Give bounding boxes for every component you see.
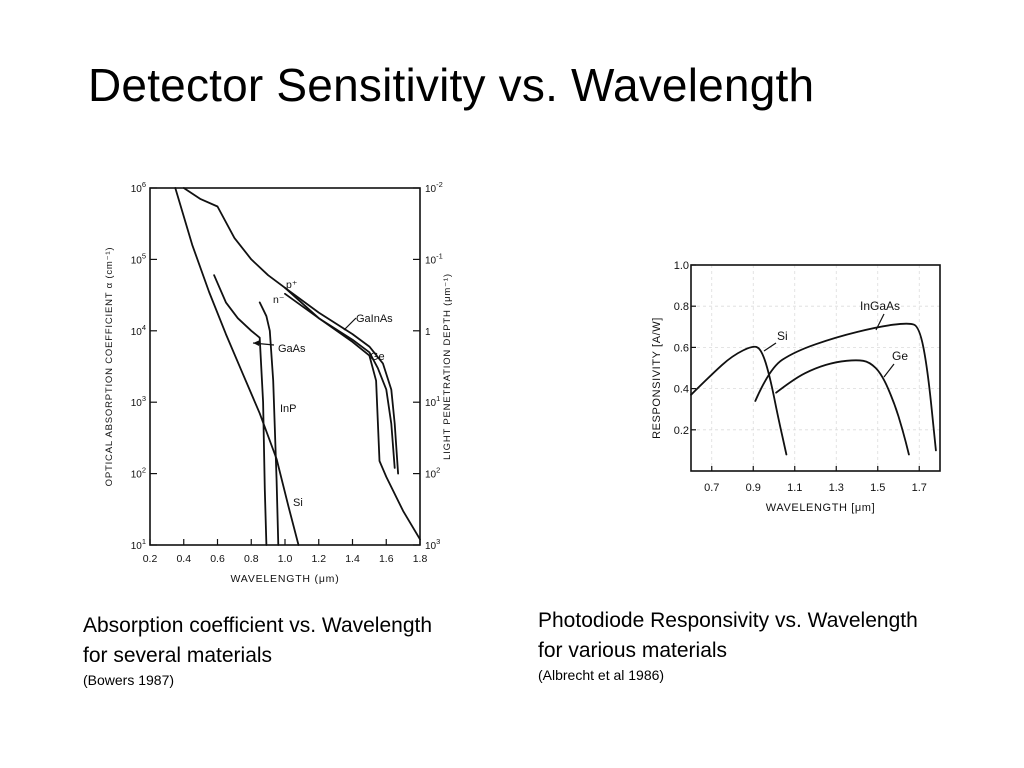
absorption-x-tick-label-0-4: 0.4 [176,553,191,565]
responsivity-label-pointer-ge [883,363,895,378]
absorption-series-line-gaas [213,274,268,546]
absorption-y-tick-label-4: 104 [131,323,146,338]
responsivity-series-label-ingaas: InGaAs [860,299,900,313]
caption-responsivity: Photodiode Responsivity vs. Wavelength f… [538,606,918,684]
caption-responsivity-source: (Albrecht et al 1986) [538,667,665,683]
responsivity-x-tick-label-1-1: 1.1 [787,482,802,494]
absorption-x-tick-label-0-2: 0.2 [143,553,158,565]
caption-absorption-source: (Bowers 1987) [83,672,175,688]
absorption-y2-tick-label-1: 1 [425,327,431,338]
absorption-y2-tick-label-101: 101 [425,394,440,409]
absorption-x-tick-label-0-8: 0.8 [244,553,259,565]
responsivity-series-label-ge: Ge [892,349,908,363]
responsivity-x-tick-label-1-5: 1.5 [870,482,885,494]
absorption-series-line-inp [258,301,280,546]
absorption-chart: 0.2 0.4 0.6 0.8 1.0 1.2 1.4 1.6 1.8 101 102 103 104 1… [98,172,460,592]
absorption-x-tick-label-1-6: 1.6 [379,553,394,565]
responsivity-x-tick-label-0-7: 0.7 [704,482,719,494]
absorption-y-axis-label: OPTICAL ABSORPTION COEFFICIENT α (cm⁻¹) [104,247,115,487]
responsivity-label-pointer-ingaas [875,313,885,331]
absorption-x-tick-label-1-8: 1.8 [413,553,428,565]
absorption-gaas-pointer-head [253,340,260,346]
absorption-y2-tick-label-102: 102 [425,466,440,481]
caption-absorption-line2: for several materials [83,644,273,667]
absorption-chart-svg: 0.2 0.4 0.6 0.8 1.0 1.2 1.4 1.6 1.8 101 102 103 104 1… [104,180,453,585]
absorption-series-line-si [174,187,300,546]
absorption-x-tick-label-1-2: 1.2 [311,553,326,565]
responsivity-y-tick-label-0-2: 0.2 [674,425,689,437]
responsivity-series-line-si [690,345,788,456]
absorption-series-label-p-plus: p⁺ [286,279,298,291]
absorption-series-label-gainas: GaInAs [356,313,393,325]
responsivity-series-line-ingaas [754,322,937,452]
absorption-y2-tick-label-10-1: 10-1 [425,251,443,266]
absorption-series-label-si: Si [293,497,303,509]
responsivity-y-tick-label-1-0: 1.0 [674,260,689,272]
responsivity-series-line-ge [775,359,910,456]
absorption-x-tick-label-1-0: 1.0 [278,553,293,565]
responsivity-x-tick-label-0-9: 0.9 [746,482,761,494]
absorption-y-tick-label-3: 103 [131,394,146,409]
absorption-x-tick-label-0-6: 0.6 [210,553,225,565]
absorption-y2-tick-label-10-2: 10-2 [425,180,443,195]
absorption-y2-tick-label-103: 103 [425,537,440,552]
absorption-series-label-ge: Ge [370,351,385,363]
absorption-series-label-n-minus: n⁻ [273,294,285,306]
absorption-x-axis-label: WAVELENGTH (μm) [230,573,339,585]
absorption-x-tick-label-1-4: 1.4 [345,553,360,565]
slide-title: Detector Sensitivity vs. Wavelength [88,59,815,111]
absorption-y-tick-label-1: 101 [131,537,146,552]
responsivity-y-axis-label: RESPONSIVITY [A/W] [651,317,663,439]
absorption-gainas-pointer [343,317,357,331]
responsivity-label-pointer-si [763,342,777,352]
absorption-series-label-gaas: GaAs [278,343,306,355]
responsivity-x-tick-label-1-7: 1.7 [912,482,927,494]
absorption-y-tick-label-5: 105 [131,251,146,266]
caption-absorption-line1: Absorption coefficient vs. Wavelength [83,614,433,637]
caption-absorption: Absorption coefficient vs. Wavelength fo… [83,611,432,689]
responsivity-chart: 0.7 0.9 1.1 1.3 1.5 1.7 0.2 0.4 0.6 0.8 1.0 WAVELEN… [644,250,964,520]
absorption-y-tick-label-6: 106 [131,180,146,195]
responsivity-y-tick-label-0-6: 0.6 [674,342,689,354]
absorption-series-line-gainas-n-5 [284,292,396,469]
absorption-y-tick-label-2: 102 [131,466,146,481]
responsivity-y-tick-label-0-4: 0.4 [674,384,689,396]
caption-responsivity-line2: for various materials [538,639,728,662]
absorption-series-line-gainas [284,286,399,475]
responsivity-series-label-si: Si [777,329,788,343]
absorption-series-line-ge [182,187,421,541]
responsivity-x-axis-label: WAVELENGTH [μm] [766,502,875,514]
absorption-y2-axis-label: LIGHT PENETRATION DEPTH (μm⁻¹) [442,273,453,460]
responsivity-plot-frame [690,264,941,472]
responsivity-y-tick-label-0-8: 0.8 [674,301,689,313]
responsivity-x-tick-label-1-3: 1.3 [829,482,844,494]
caption-responsivity-line1: Photodiode Responsivity vs. Wavelength [538,609,918,632]
absorption-series-label-inp: InP [280,403,297,415]
responsivity-chart-svg: 0.7 0.9 1.1 1.3 1.5 1.7 0.2 0.4 0.6 0.8 1.0 WAVELEN… [651,260,941,514]
